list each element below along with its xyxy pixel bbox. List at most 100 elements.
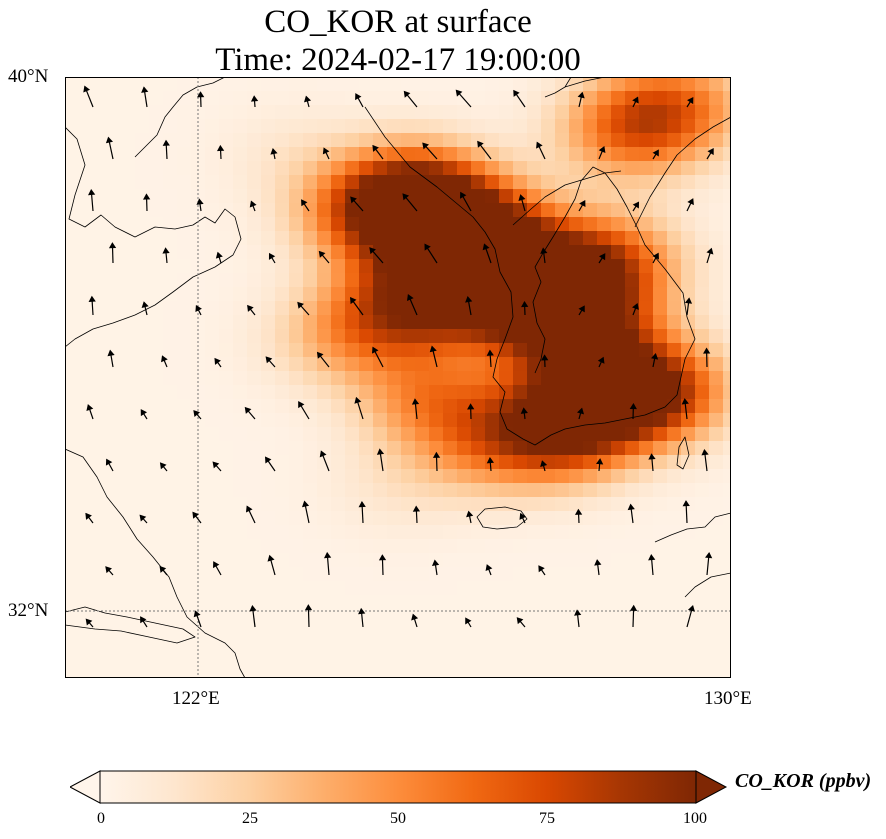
concentration-cell — [149, 273, 164, 288]
concentration-cell — [681, 161, 696, 176]
concentration-cell — [415, 511, 430, 526]
concentration-cell — [387, 329, 402, 344]
concentration-cell — [79, 287, 94, 302]
concentration-cell — [233, 637, 248, 652]
concentration-cell — [499, 259, 514, 274]
concentration-cell — [625, 329, 640, 344]
concentration-cell — [513, 217, 528, 232]
concentration-cell — [541, 609, 556, 624]
concentration-cell — [611, 245, 626, 260]
concentration-cell — [639, 175, 654, 190]
concentration-cell — [93, 343, 108, 358]
concentration-cell — [247, 315, 262, 330]
concentration-cell — [177, 133, 192, 148]
concentration-cell — [177, 231, 192, 246]
concentration-cell — [275, 637, 290, 652]
concentration-cell — [667, 399, 682, 414]
concentration-cell — [345, 469, 360, 484]
concentration-cell — [331, 77, 346, 92]
concentration-cell — [233, 287, 248, 302]
concentration-cell — [681, 511, 696, 526]
concentration-cell — [149, 357, 164, 372]
concentration-cell — [121, 189, 136, 204]
concentration-cell — [625, 665, 640, 678]
concentration-cell — [163, 371, 178, 386]
concentration-cell — [275, 287, 290, 302]
concentration-cell — [121, 651, 136, 666]
concentration-cell — [261, 217, 276, 232]
concentration-cell — [499, 497, 514, 512]
concentration-cell — [541, 455, 556, 470]
concentration-cell — [289, 343, 304, 358]
wind-arrow-head — [141, 86, 149, 93]
concentration-cell — [233, 371, 248, 386]
concentration-cell — [317, 189, 332, 204]
concentration-cell — [611, 259, 626, 274]
concentration-cell — [387, 259, 402, 274]
concentration-cell — [387, 581, 402, 596]
concentration-cell — [695, 77, 710, 92]
concentration-cell — [93, 385, 108, 400]
concentration-cell — [471, 651, 486, 666]
concentration-cell — [415, 539, 430, 554]
concentration-cell — [723, 483, 731, 498]
concentration-cell — [429, 189, 444, 204]
concentration-cell — [247, 595, 262, 610]
concentration-cell — [275, 525, 290, 540]
concentration-cell — [555, 77, 570, 92]
concentration-cell — [135, 287, 150, 302]
concentration-cell — [709, 427, 724, 442]
concentration-cell — [135, 399, 150, 414]
concentration-cell — [233, 553, 248, 568]
concentration-cell — [485, 231, 500, 246]
concentration-cell — [219, 511, 234, 526]
concentration-cell — [93, 91, 108, 106]
wind-arrow-head — [297, 301, 304, 309]
concentration-cell — [583, 203, 598, 218]
concentration-cell — [275, 77, 290, 92]
wind-arrow-head — [159, 565, 167, 573]
concentration-cell — [65, 91, 80, 106]
concentration-cell — [233, 217, 248, 232]
concentration-cell — [107, 133, 122, 148]
concentration-cell — [303, 595, 318, 610]
concentration-cell — [303, 343, 318, 358]
concentration-cell — [541, 189, 556, 204]
concentration-cell — [247, 385, 262, 400]
concentration-cell — [639, 371, 654, 386]
concentration-cell — [387, 77, 402, 92]
concentration-cell — [555, 413, 570, 428]
concentration-cell — [695, 469, 710, 484]
concentration-cell — [387, 469, 402, 484]
wind-arrow-head — [197, 91, 205, 98]
concentration-cell — [65, 301, 80, 316]
wind-arrow-head — [460, 191, 467, 199]
concentration-cell — [625, 385, 640, 400]
wind-arrow-head — [467, 403, 475, 410]
concentration-cell — [443, 273, 458, 288]
concentration-cell — [359, 623, 374, 638]
concentration-cell — [611, 497, 626, 512]
concentration-cell — [639, 315, 654, 330]
concentration-cell — [653, 497, 668, 512]
concentration-cell — [457, 301, 472, 316]
concentration-cell — [555, 595, 570, 610]
concentration-cell — [317, 301, 332, 316]
concentration-cell — [429, 175, 444, 190]
concentration-cell — [331, 525, 346, 540]
concentration-cell — [93, 455, 108, 470]
concentration-cell — [443, 539, 458, 554]
wind-arrow-head — [579, 199, 586, 208]
concentration-cell — [653, 91, 668, 106]
concentration-cell — [219, 343, 234, 358]
concentration-cell — [79, 427, 94, 442]
concentration-cell — [401, 497, 416, 512]
concentration-cell — [65, 287, 80, 302]
concentration-cell — [373, 455, 388, 470]
concentration-cell — [415, 77, 430, 92]
concentration-cell — [667, 427, 682, 442]
concentration-cell — [121, 203, 136, 218]
concentration-cell — [93, 581, 108, 596]
map-panel[interactable] — [65, 77, 731, 678]
concentration-cell — [373, 287, 388, 302]
